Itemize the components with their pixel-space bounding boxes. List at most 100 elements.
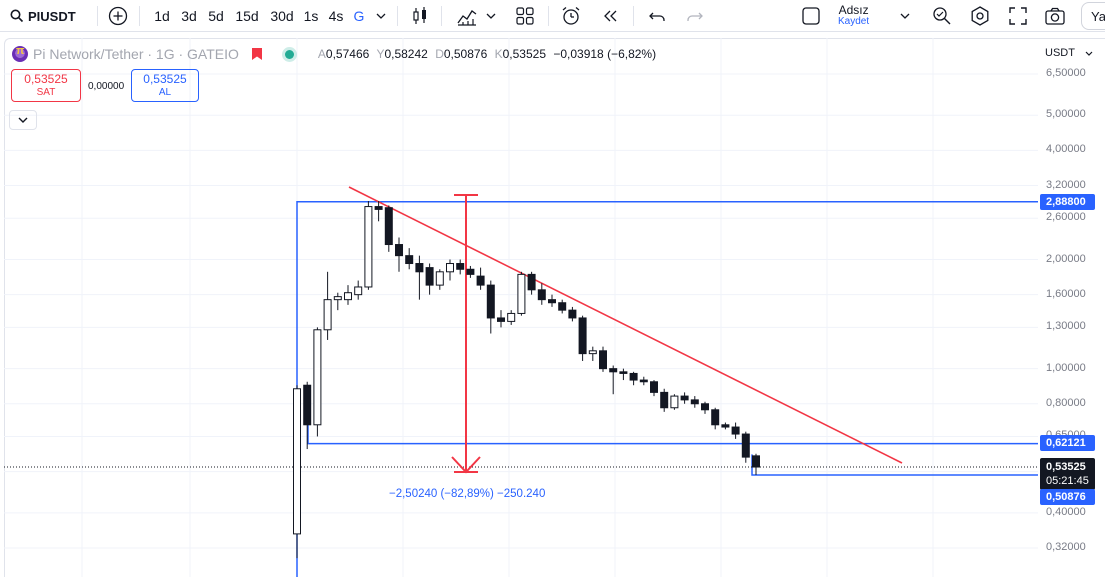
timeframe-5d[interactable]: 5d [208, 8, 224, 24]
candle-body [344, 292, 352, 301]
candle [752, 453, 760, 476]
publish-button[interactable]: Ya [1081, 2, 1105, 30]
timeframe-30d[interactable]: 30d [270, 8, 294, 24]
sell-button[interactable]: 0,53525 SAT [11, 69, 81, 102]
currency-label: USDT [1045, 47, 1075, 59]
candle-body [497, 317, 505, 322]
candle-body [354, 286, 363, 296]
indicators-button[interactable] [456, 0, 478, 32]
axis-tick-label: 1,30000 [1046, 320, 1086, 333]
divider [633, 6, 634, 26]
redo-button[interactable] [684, 0, 706, 32]
axis-tick-label: 5,00000 [1046, 108, 1086, 121]
candle-body [486, 284, 495, 319]
symbol-search-button[interactable]: PIUSDT [10, 0, 76, 32]
candle [629, 371, 638, 386]
candle-body [446, 263, 454, 273]
candle [741, 431, 750, 463]
buy-label: AL [158, 86, 172, 98]
bar-countdown: 05:21:45 [1046, 475, 1089, 487]
candle-body [384, 207, 393, 246]
timeframe-15d[interactable]: 15d [235, 8, 259, 24]
fullscreen-icon [1009, 7, 1027, 25]
timeframe-g[interactable]: G [353, 8, 365, 24]
change-value: −0,03918 (−6,82%) [553, 47, 657, 61]
level-tag-low: 0,50876 [1040, 489, 1095, 505]
level-tag-mid: 0,62121 [1040, 435, 1095, 451]
candle [548, 294, 556, 307]
pi-network-logo [12, 45, 28, 62]
symbol-label: PIUSDT [28, 8, 76, 24]
candle-body [548, 299, 556, 304]
layout-name-button[interactable]: Adsız Kaydet [838, 0, 869, 32]
alert-button[interactable] [560, 0, 582, 32]
layout-dropdown[interactable] [898, 0, 912, 32]
trendline [348, 186, 903, 464]
quick-search-button[interactable] [931, 0, 953, 32]
candle [660, 388, 669, 412]
candle-body [466, 268, 475, 275]
candle [364, 201, 373, 290]
settings-button[interactable] [969, 0, 991, 32]
candle [731, 422, 740, 439]
axis-tick-label: 0,40000 [1046, 505, 1086, 518]
divider [139, 6, 140, 26]
candle [415, 255, 424, 300]
currency-button[interactable]: USDT [1038, 42, 1101, 64]
plus-circle-icon [108, 6, 128, 26]
chevron-down-icon [18, 117, 28, 123]
undo-icon [649, 12, 665, 21]
candle [374, 201, 383, 222]
candle-body [639, 379, 648, 383]
candle [313, 327, 322, 437]
chart-pane[interactable] [0, 38, 1105, 577]
timeframe-1d[interactable]: 1d [154, 8, 170, 24]
chevron-down-icon [486, 13, 496, 19]
snapshot-button[interactable] [1044, 0, 1066, 32]
candle [537, 283, 546, 305]
candle [507, 310, 516, 325]
candle [558, 299, 567, 314]
candle [435, 269, 444, 290]
top-toolbar: PIUSDT 1d 3d 5d 15d 30d 1s 4s G Ads [0, 0, 1105, 32]
timeframe-4s[interactable]: 4s [328, 8, 344, 24]
candle [333, 292, 342, 311]
axis-tick-label: 2,00000 [1046, 252, 1086, 265]
magnifier-plus-icon [933, 7, 951, 25]
low-label: D [435, 47, 444, 61]
alarm-clock-icon [562, 7, 580, 25]
candle-body [650, 381, 658, 393]
high-value: 0,58242 [384, 47, 428, 61]
timeframe-dropdown[interactable] [374, 0, 388, 32]
candle-body [527, 273, 536, 291]
candle-body [701, 403, 709, 411]
timeframe-1s[interactable]: 1s [303, 8, 319, 24]
timeframe-3d[interactable]: 3d [181, 8, 197, 24]
indicators-icon [457, 10, 477, 26]
layout-select-button[interactable] [800, 0, 822, 32]
chart-type-button[interactable] [409, 0, 431, 32]
add-symbol-button[interactable] [107, 0, 129, 32]
save-link[interactable]: Kaydet [838, 16, 870, 27]
layout-name: Adsız [838, 3, 869, 17]
collapse-legend-button[interactable] [9, 110, 37, 130]
candle [701, 401, 709, 414]
flag-icon[interactable] [251, 47, 263, 61]
undo-button[interactable] [646, 0, 668, 32]
last-price-tag: 0,53525 05:21:45 [1040, 458, 1095, 490]
divider [548, 6, 549, 26]
divider [397, 6, 398, 26]
candle-body [711, 409, 720, 426]
indicators-dropdown[interactable] [484, 0, 498, 32]
layouts-button[interactable] [514, 0, 536, 32]
buy-button[interactable]: 0,53525 AL [131, 69, 199, 102]
replay-button[interactable] [600, 0, 622, 32]
square-icon [802, 7, 820, 25]
axis-tick-label: 0,32000 [1046, 541, 1086, 553]
open-value: 0,57466 [325, 47, 370, 61]
fullscreen-button[interactable] [1007, 0, 1029, 32]
candle-body [629, 372, 638, 381]
candle [456, 259, 465, 275]
axis-tick-label: 1,60000 [1046, 287, 1086, 300]
